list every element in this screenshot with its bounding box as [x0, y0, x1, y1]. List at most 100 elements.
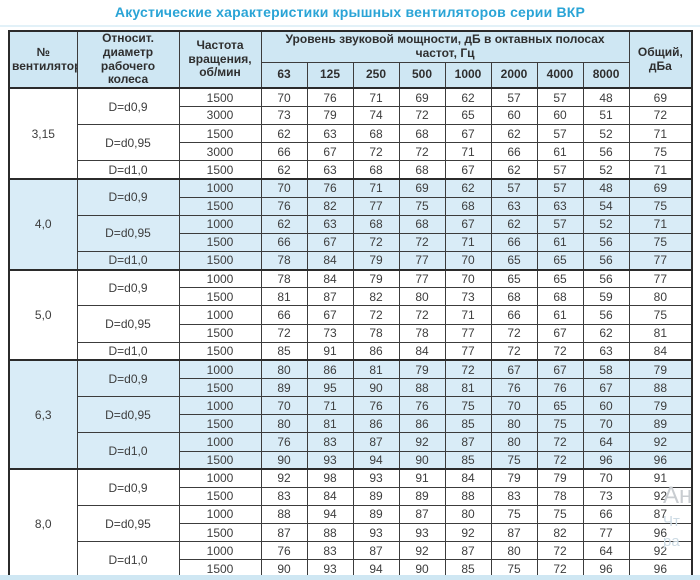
table-header: № вентилятора Относит. диаметр рабочего … [8, 30, 693, 90]
spl-value-cell: 81 [260, 287, 308, 307]
table-row: D=d1,0 1500 78 84 79 77 70 65 65 56 77 [9, 250, 693, 271]
spl-value-cell: 56 [582, 250, 630, 271]
rpm-cell: 1000 [178, 359, 262, 379]
spl-value-cell: 80 [490, 432, 538, 452]
spl-value-cell: 85 [260, 341, 308, 361]
spl-value-cell: 86 [352, 341, 400, 361]
table-row: 3000 73 79 74 72 65 60 60 51 72 [9, 105, 693, 125]
spl-value-cell: 62 [444, 177, 492, 198]
spl-value-cell: 56 [582, 268, 630, 289]
table-row: D=d1,0 1500 85 91 86 84 77 72 72 63 84 [9, 341, 693, 361]
total-dba-cell: 75 [628, 232, 693, 252]
spl-value-cell: 63 [536, 196, 584, 216]
total-dba-cell: 92 [628, 541, 693, 561]
spl-value-cell: 77 [352, 196, 400, 216]
total-dba-cell: 92 [628, 486, 693, 506]
spl-value-cell: 72 [352, 305, 400, 325]
spl-value-cell: 89 [260, 377, 308, 398]
spl-value-cell: 80 [490, 541, 538, 561]
spl-value-cell: 76 [260, 541, 308, 561]
spl-value-cell: 77 [444, 341, 492, 361]
rpm-cell: 1500 [178, 377, 262, 398]
spl-value-cell: 70 [444, 250, 492, 271]
table-row: 1500 87 88 93 93 92 87 82 77 96 [9, 523, 693, 543]
table-row: D=d0,95 1000 62 63 68 68 67 62 57 52 71 [9, 214, 693, 252]
spl-value-cell: 84 [398, 341, 446, 361]
spl-value-cell: 62 [260, 123, 308, 144]
spl-value-cell: 87 [260, 523, 308, 543]
spl-value-cell: 68 [490, 287, 538, 307]
spl-value-cell: 70 [260, 177, 308, 198]
spl-value-cell: 67 [536, 359, 584, 379]
spl-value-cell: 87 [352, 541, 400, 561]
spl-value-cell: 83 [260, 486, 308, 506]
diameter-cell: D=d0,9 [76, 359, 180, 398]
spl-value-cell: 70 [444, 268, 492, 289]
spl-value-cell: 67 [444, 214, 492, 234]
spl-value-cell: 73 [582, 486, 630, 506]
spl-value-cell: 92 [398, 541, 446, 561]
spl-value-cell: 66 [260, 142, 308, 162]
spl-value-cell: 72 [352, 232, 400, 252]
table-row: 5,0 D=d0,9 1000 78 84 79 77 70 65 65 56 77 [8, 268, 693, 361]
spl-value-cell: 77 [398, 268, 446, 289]
spl-value-cell: 62 [582, 323, 630, 343]
total-dba-cell: 91 [628, 468, 693, 488]
spl-value-cell: 83 [306, 541, 354, 561]
spl-value-cell: 67 [306, 232, 354, 252]
spl-value-cell: 72 [398, 305, 446, 325]
spl-value-cell: 52 [582, 214, 630, 234]
spl-value-cell: 82 [352, 287, 400, 307]
spl-value-cell: 70 [260, 87, 308, 107]
spl-value-cell: 78 [536, 486, 584, 506]
divider-line [0, 25, 700, 27]
spl-value-cell: 86 [398, 414, 446, 434]
total-dba-cell: 79 [628, 359, 693, 379]
table-row: D=d0,95 1500 62 63 68 68 67 62 57 52 71 [9, 123, 693, 162]
spl-value-cell: 57 [490, 177, 538, 198]
table-row: 4,0 D=d0,9 1000 70 76 71 69 62 57 57 48 69 [8, 177, 693, 271]
spl-value-cell: 62 [260, 214, 308, 234]
spl-value-cell: 70 [582, 468, 630, 488]
total-dba-cell: 71 [628, 214, 693, 234]
spl-value-cell: 58 [582, 359, 630, 379]
rpm-cell: 1000 [178, 468, 262, 488]
spl-value-cell: 75 [536, 504, 584, 525]
header-rotation: Частота вращения, об/мин [178, 30, 262, 89]
spl-value-cell: 80 [260, 414, 308, 434]
spl-value-cell: 87 [398, 504, 446, 525]
spl-value-cell: 72 [398, 232, 446, 252]
table-row: D=d1,0 1000 76 83 87 92 87 80 72 64 92 [9, 541, 693, 579]
spl-value-cell: 62 [260, 160, 308, 180]
table-row: 8,0 D=d0,9 1000 92 98 93 91 84 79 79 70 91 [8, 468, 693, 579]
spl-value-cell: 87 [444, 432, 492, 452]
spl-value-cell: 65 [490, 250, 538, 271]
total-dba-cell: 84 [628, 341, 693, 361]
spl-value-cell: 60 [536, 105, 584, 125]
spl-value-cell: 80 [444, 504, 492, 525]
spl-value-cell: 90 [352, 377, 400, 398]
spl-value-cell: 48 [582, 177, 630, 198]
spl-value-cell: 72 [490, 341, 538, 361]
spl-value-cell: 68 [536, 287, 584, 307]
spl-value-cell: 71 [444, 232, 492, 252]
header-rel-diameter: Относит. диаметр рабочего колеса [76, 30, 180, 89]
total-dba-cell: 79 [628, 396, 693, 416]
spl-value-cell: 68 [398, 160, 446, 180]
total-dba-cell: 96 [628, 450, 693, 470]
total-dba-cell: 75 [628, 305, 693, 325]
spl-value-cell: 56 [582, 305, 630, 325]
spl-value-cell: 83 [490, 486, 538, 506]
rpm-cell: 1000 [178, 541, 262, 561]
spl-value-cell: 67 [306, 305, 354, 325]
total-dba-cell: 89 [628, 414, 693, 434]
spl-value-cell: 76 [260, 432, 308, 452]
spl-value-cell: 68 [352, 214, 400, 234]
spl-value-cell: 85 [444, 450, 492, 470]
rpm-cell: 1500 [178, 287, 262, 307]
fan-number-cell: 3,15 [8, 87, 78, 180]
spl-value-cell: 62 [490, 123, 538, 144]
header-freq-2000: 2000 [490, 62, 538, 90]
spl-value-cell: 57 [536, 123, 584, 144]
spl-value-cell: 93 [306, 450, 354, 470]
